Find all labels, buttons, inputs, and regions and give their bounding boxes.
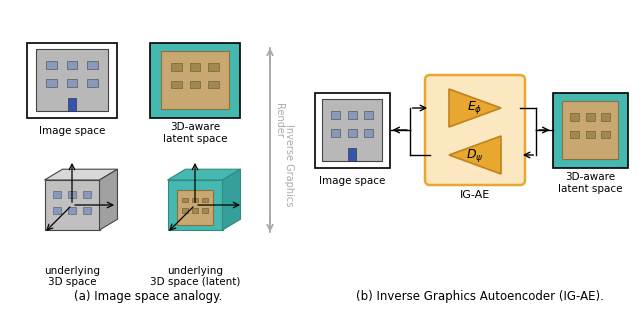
Bar [348,111,356,118]
Polygon shape [45,169,118,180]
Bar [87,61,97,69]
Bar [322,99,382,161]
Bar [314,92,390,168]
Bar [67,61,77,69]
Bar [27,43,117,118]
Bar [192,197,198,202]
Bar [586,131,595,138]
Bar [45,180,99,230]
Polygon shape [449,89,501,127]
Text: IG-AE: IG-AE [460,190,490,200]
Bar [83,207,91,213]
Bar [83,191,91,197]
Bar [208,81,219,89]
Polygon shape [168,169,241,180]
Text: Render: Render [274,103,284,137]
Bar [47,61,57,69]
Bar [586,113,595,121]
Bar [202,197,207,202]
Bar [150,43,240,118]
Text: $E_\phi$: $E_\phi$ [467,100,483,117]
Bar [36,49,108,111]
Text: Image space: Image space [39,126,105,136]
FancyBboxPatch shape [425,75,525,185]
Bar [87,79,97,87]
Bar [570,113,579,121]
Bar [161,51,228,109]
Bar [182,208,188,213]
Text: 3D-aware
latent space: 3D-aware latent space [163,123,227,144]
Polygon shape [449,136,501,174]
Bar [68,191,76,197]
Bar [182,197,188,202]
Text: (b) Inverse Graphics Autoencoder (IG-AE).: (b) Inverse Graphics Autoencoder (IG-AE)… [356,290,604,303]
Bar [601,113,610,121]
Bar [168,180,223,230]
Bar [47,79,57,87]
Bar [53,191,61,197]
Text: Image space: Image space [319,175,385,185]
Bar [53,207,61,213]
Text: $D_\psi$: $D_\psi$ [466,146,484,164]
Bar [172,81,182,89]
Bar [68,207,76,213]
Bar [348,129,356,137]
Bar [208,63,219,71]
Bar [192,208,198,213]
Bar [67,79,77,87]
Bar [189,81,200,89]
Bar [348,148,356,161]
Bar [601,131,610,138]
Bar [364,111,373,118]
Bar [172,63,182,71]
Bar [562,101,618,159]
Text: Inverse Graphics: Inverse Graphics [284,124,294,206]
Polygon shape [223,169,241,230]
Bar [177,190,213,225]
Bar [364,129,373,137]
Bar [202,208,207,213]
Bar [189,63,200,71]
Text: underlying
3D space: underlying 3D space [44,266,100,287]
Polygon shape [99,169,118,230]
Text: (a) Image space analogy.: (a) Image space analogy. [74,290,222,303]
Bar [68,99,76,111]
Bar [331,111,340,118]
Bar [331,129,340,137]
Bar [570,131,579,138]
Text: 3D-aware
latent space: 3D-aware latent space [557,173,622,194]
Text: underlying
3D space (latent): underlying 3D space (latent) [150,266,240,287]
Bar [552,92,627,168]
